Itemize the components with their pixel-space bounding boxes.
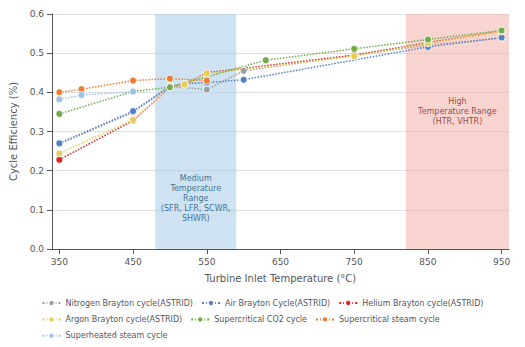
svg-text:450: 450	[124, 257, 141, 267]
svg-text:350: 350	[51, 257, 68, 267]
svg-text:(SFR, LFR, SCWR,: (SFR, LFR, SCWR,	[161, 204, 231, 213]
svg-text:Helium Brayton cycle(ASTRID): Helium Brayton cycle(ASTRID)	[362, 299, 483, 308]
svg-text:0.2: 0.2	[30, 166, 44, 176]
svg-text:0.5: 0.5	[30, 48, 44, 58]
svg-text:Air Brayton Cycle(ASTRID): Air Brayton Cycle(ASTRID)	[225, 299, 330, 308]
svg-text:Superheated steam cycle: Superheated steam cycle	[66, 331, 168, 340]
svg-text:0.6: 0.6	[30, 9, 45, 19]
svg-text:High: High	[448, 97, 466, 106]
svg-text:850: 850	[419, 257, 436, 267]
svg-text:Nitrogen Brayton cycle(ASTRID): Nitrogen Brayton cycle(ASTRID)	[66, 299, 193, 308]
svg-text:Medium: Medium	[180, 174, 212, 183]
svg-text:Supercritical CO2 cycle: Supercritical CO2 cycle	[214, 315, 307, 324]
svg-text:(HTR, VHTR): (HTR, VHTR)	[433, 117, 483, 126]
svg-text:0.1: 0.1	[30, 205, 44, 215]
svg-text:750: 750	[346, 257, 363, 267]
svg-text:Argon Brayton cycle(ASTRID): Argon Brayton cycle(ASTRID)	[66, 315, 183, 324]
svg-text:Supercritical steam cycle: Supercritical steam cycle	[339, 315, 440, 324]
svg-text:SHWR): SHWR)	[182, 214, 210, 223]
svg-text:Turbine Inlet Temperature (°C): Turbine Inlet Temperature (°C)	[204, 273, 357, 284]
svg-text:Temperature: Temperature	[169, 184, 221, 193]
svg-text:650: 650	[272, 257, 289, 267]
svg-text:550: 550	[198, 257, 215, 267]
svg-text:Cycle Efficiency (%): Cycle Efficiency (%)	[8, 82, 19, 181]
svg-text:950: 950	[493, 257, 510, 267]
svg-text:Temperature Range: Temperature Range	[417, 107, 497, 116]
svg-text:Range: Range	[183, 194, 208, 203]
svg-text:0.3: 0.3	[30, 127, 44, 137]
svg-text:0.0: 0.0	[30, 244, 45, 254]
svg-text:0.4: 0.4	[30, 87, 45, 97]
